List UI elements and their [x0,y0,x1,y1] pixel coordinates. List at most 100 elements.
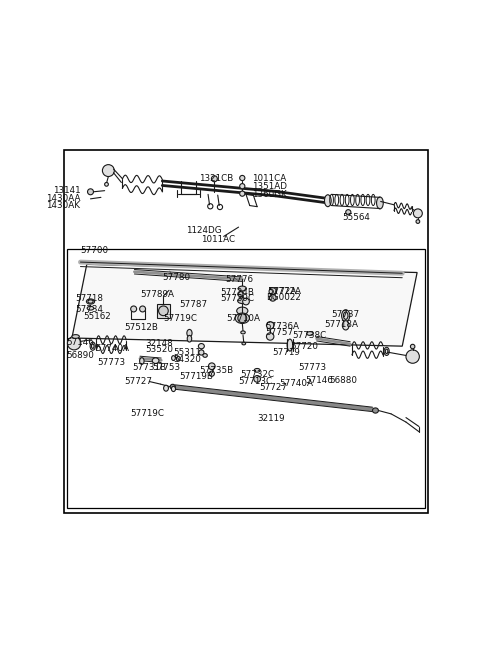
Text: 57739C: 57739C [220,295,254,304]
Circle shape [87,189,94,195]
Text: 1011AC: 1011AC [202,235,236,243]
Text: 54320: 54320 [173,356,201,365]
Ellipse shape [171,356,175,361]
Text: 57736A: 57736A [265,322,300,331]
Circle shape [208,363,215,369]
Ellipse shape [177,356,180,361]
Text: 57732C: 57732C [240,369,275,379]
Circle shape [240,184,245,189]
Text: 56890: 56890 [67,351,95,360]
Text: 57719C: 57719C [163,314,197,323]
Ellipse shape [324,195,331,207]
Circle shape [199,350,204,355]
Text: 55564: 55564 [343,213,371,222]
Text: 57734: 57734 [75,305,103,314]
Circle shape [140,306,145,312]
Text: 57719C: 57719C [131,409,165,419]
Circle shape [410,344,415,349]
Text: 53520: 53520 [145,345,174,354]
Text: 57718: 57718 [75,295,103,304]
Circle shape [240,175,245,180]
Text: 57146: 57146 [305,376,333,385]
Circle shape [406,350,420,363]
Ellipse shape [198,344,204,349]
Text: 57773: 57773 [298,363,326,372]
Text: 57772A: 57772A [267,287,301,296]
Text: 1430AK: 1430AK [47,201,81,210]
Ellipse shape [238,298,247,304]
Ellipse shape [187,335,192,342]
Circle shape [158,306,168,316]
Ellipse shape [342,310,350,321]
Circle shape [105,182,108,186]
Ellipse shape [241,331,245,334]
Text: 1011CA: 1011CA [252,174,286,183]
Circle shape [254,375,261,382]
Ellipse shape [140,358,144,364]
Circle shape [266,321,274,329]
Circle shape [269,295,276,301]
Text: 55162: 55162 [83,312,111,321]
Ellipse shape [86,299,95,304]
Text: 1124DG: 1124DG [186,226,222,235]
Text: 55311: 55311 [173,348,201,357]
Text: 57724B: 57724B [220,288,254,297]
Circle shape [209,371,215,377]
Text: 57773: 57773 [97,358,125,367]
Text: 57740A: 57740A [96,344,129,352]
Text: 32148: 32148 [145,338,173,348]
Ellipse shape [254,369,260,372]
Circle shape [240,191,245,196]
Text: 57757: 57757 [265,328,293,337]
Text: 57740A: 57740A [279,379,313,388]
Polygon shape [72,264,417,346]
Text: 57737: 57737 [332,310,360,319]
Text: 57787: 57787 [179,300,207,309]
Text: 57512B: 57512B [124,323,158,332]
Ellipse shape [372,408,378,413]
Circle shape [238,314,247,323]
Ellipse shape [171,386,176,392]
Circle shape [266,333,274,340]
Circle shape [243,298,249,305]
Ellipse shape [152,358,159,363]
Text: 57780: 57780 [162,273,191,282]
Circle shape [67,337,81,350]
Ellipse shape [307,332,313,335]
Ellipse shape [377,197,383,209]
Ellipse shape [342,321,349,330]
Text: 57738C: 57738C [292,331,327,340]
Ellipse shape [170,384,175,389]
Circle shape [346,210,351,215]
Text: 57727: 57727 [259,383,287,392]
Text: 5772A: 5772A [268,287,297,296]
Text: 57719: 57719 [272,348,300,357]
Text: 1430AA: 1430AA [46,194,81,203]
Ellipse shape [384,347,389,356]
Ellipse shape [72,335,79,338]
Text: 57753: 57753 [152,363,180,372]
Ellipse shape [203,354,207,358]
Text: 1321CB: 1321CB [200,174,234,183]
Ellipse shape [164,385,168,391]
Ellipse shape [235,313,249,323]
Circle shape [269,288,276,295]
Text: 57727: 57727 [124,377,152,386]
Ellipse shape [287,339,293,351]
Text: 1351AD: 1351AD [252,182,287,192]
Text: 57146: 57146 [67,338,95,347]
Text: 57720: 57720 [290,342,319,352]
Circle shape [238,291,243,297]
Ellipse shape [238,286,246,291]
Text: 57718A: 57718A [324,320,358,329]
Text: 57700: 57700 [81,246,108,255]
Circle shape [102,165,114,176]
Text: 32119: 32119 [257,414,285,423]
Text: 13141: 13141 [53,186,81,195]
Ellipse shape [187,329,192,337]
Text: BG0022: BG0022 [266,293,301,302]
Text: 56880: 56880 [330,376,358,385]
Ellipse shape [237,307,248,314]
Ellipse shape [87,306,94,310]
Text: 57789A: 57789A [140,291,174,299]
